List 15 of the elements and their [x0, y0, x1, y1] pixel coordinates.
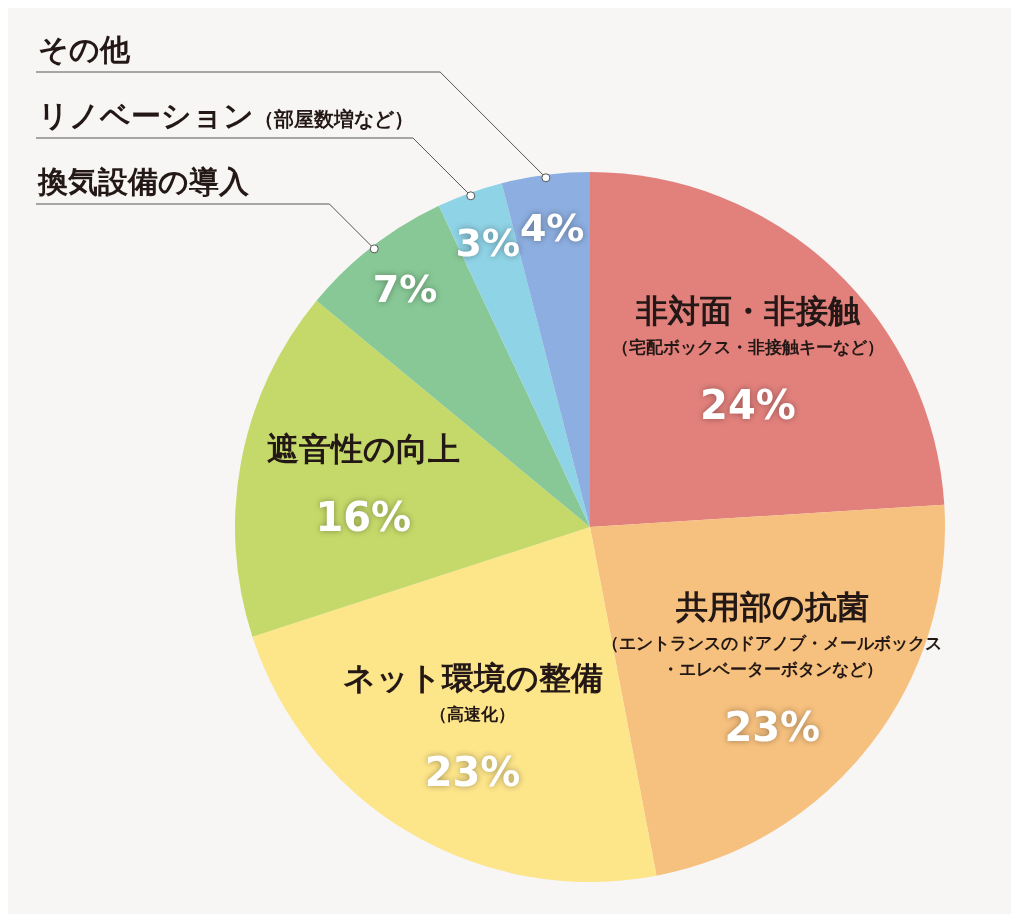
- slice-label: 共用部の抗菌（エントランスのドアノブ・メールボックス・エレベーターボタンなど）: [602, 588, 943, 680]
- slice-label: リノベーション（部屋数増など）: [38, 98, 414, 133]
- slice-label: その他: [38, 32, 131, 67]
- slice-label: 換気設備の導入: [37, 164, 250, 199]
- pie-slice: [590, 172, 945, 527]
- data-label: 3%: [455, 221, 521, 266]
- data-label: 24%: [700, 381, 796, 428]
- data-label: 23%: [724, 704, 821, 751]
- data-label: 4%: [519, 205, 585, 250]
- slice-label: 非対面・非接触（宅配ボックス・非接触キーなど）: [611, 291, 884, 357]
- data-label: 23%: [424, 748, 521, 795]
- slice-label: ネット環境の整備（高速化）: [342, 658, 603, 724]
- data-label: 7%: [372, 266, 438, 311]
- data-label: 16%: [315, 493, 412, 540]
- slice-label: 遮音性の向上: [266, 429, 460, 468]
